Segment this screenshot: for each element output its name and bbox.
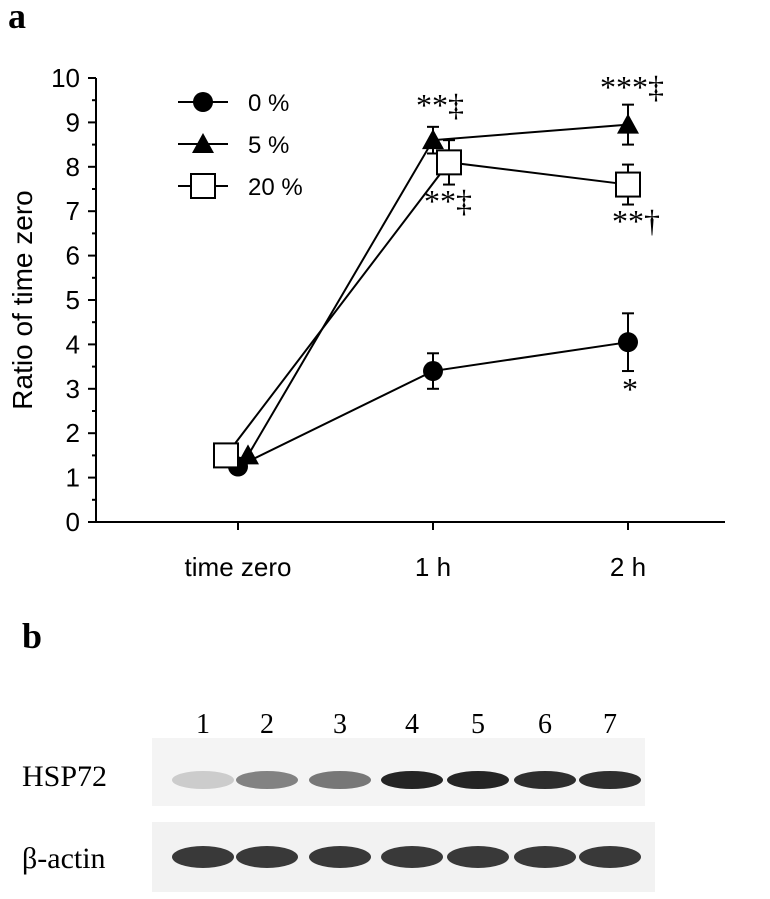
y-tick-label: 4 [66, 329, 80, 359]
legend-entry: 0 % [248, 90, 289, 117]
legend: 0 % 5 % 20 % [178, 90, 303, 201]
data-point [615, 171, 641, 198]
band [579, 771, 641, 789]
significance-annotation: * [622, 371, 638, 407]
y-tick-label: 0 [66, 507, 80, 537]
series-layer [213, 103, 641, 477]
band [172, 846, 234, 868]
data-point [617, 113, 639, 134]
y-axis-label: Ratio of time zero [7, 190, 38, 409]
panel-a-label: a [8, 0, 26, 36]
series-0pct [228, 312, 638, 477]
band [514, 771, 576, 789]
panel-b-label: b [22, 616, 42, 656]
lane-label: 4 [405, 709, 419, 740]
data-point [436, 149, 462, 176]
lane-label: 5 [471, 709, 485, 740]
series-5pct [237, 103, 639, 465]
y-axis-ticks: 0 1 2 3 4 5 6 7 8 9 10 [51, 63, 96, 537]
band [381, 846, 443, 868]
y-tick-label: 8 [66, 152, 80, 182]
y-tick-label: 10 [51, 63, 80, 93]
y-tick-label: 3 [66, 374, 80, 404]
data-point [618, 332, 638, 353]
significance-annotation: **‡ [424, 183, 472, 219]
bands [172, 771, 641, 868]
band [309, 846, 371, 868]
data-point [237, 444, 259, 465]
x-axis-ticks: time zero 1 h 2 h [185, 522, 646, 582]
western-blot: 1 2 3 4 5 6 7 HSP72 β-actin [22, 709, 655, 892]
lane-label: 2 [260, 709, 274, 740]
actin-label: β-actin [22, 842, 106, 875]
lane-label: 3 [333, 709, 347, 740]
line-chart: Ratio of time zero 0 1 2 3 4 5 6 7 8 9 10 time zer… [7, 63, 725, 582]
lane-label: 7 [603, 709, 617, 740]
y-tick-label: 9 [66, 107, 80, 137]
legend-marker [192, 133, 214, 153]
band [514, 846, 576, 868]
legend-entry: 5 % [248, 132, 289, 159]
data-point [423, 361, 443, 382]
legend-entry: 20 % [248, 174, 303, 201]
lane-labels: 1 2 3 4 5 6 7 [196, 709, 617, 740]
significance-annotation: **‡ [416, 87, 464, 123]
y-tick-label: 1 [66, 463, 80, 493]
band [447, 846, 509, 868]
band [579, 846, 641, 868]
annotations-layer: **‡ **‡ ***‡ **† * [416, 69, 664, 407]
hsp72-label: HSP72 [22, 760, 107, 793]
legend-marker [193, 92, 213, 112]
y-tick-label: 6 [66, 241, 80, 271]
data-point [213, 442, 239, 469]
x-tick-label: 1 h [415, 552, 451, 582]
data-point [422, 129, 444, 150]
band [236, 771, 298, 789]
lane-label: 1 [196, 709, 210, 740]
legend-marker [190, 173, 216, 199]
band [381, 771, 443, 789]
x-tick-label: 2 h [610, 552, 646, 582]
band [447, 771, 509, 789]
y-tick-label: 7 [66, 196, 80, 226]
lane-label: 6 [538, 709, 552, 740]
significance-annotation: **† [612, 203, 660, 239]
band [236, 846, 298, 868]
band [172, 771, 234, 789]
series-20pct [213, 139, 641, 469]
significance-annotation: ***‡ [600, 69, 664, 105]
y-tick-label: 2 [66, 418, 80, 448]
x-tick-label: time zero [185, 552, 292, 582]
y-tick-label: 5 [66, 285, 80, 315]
band [309, 771, 371, 789]
